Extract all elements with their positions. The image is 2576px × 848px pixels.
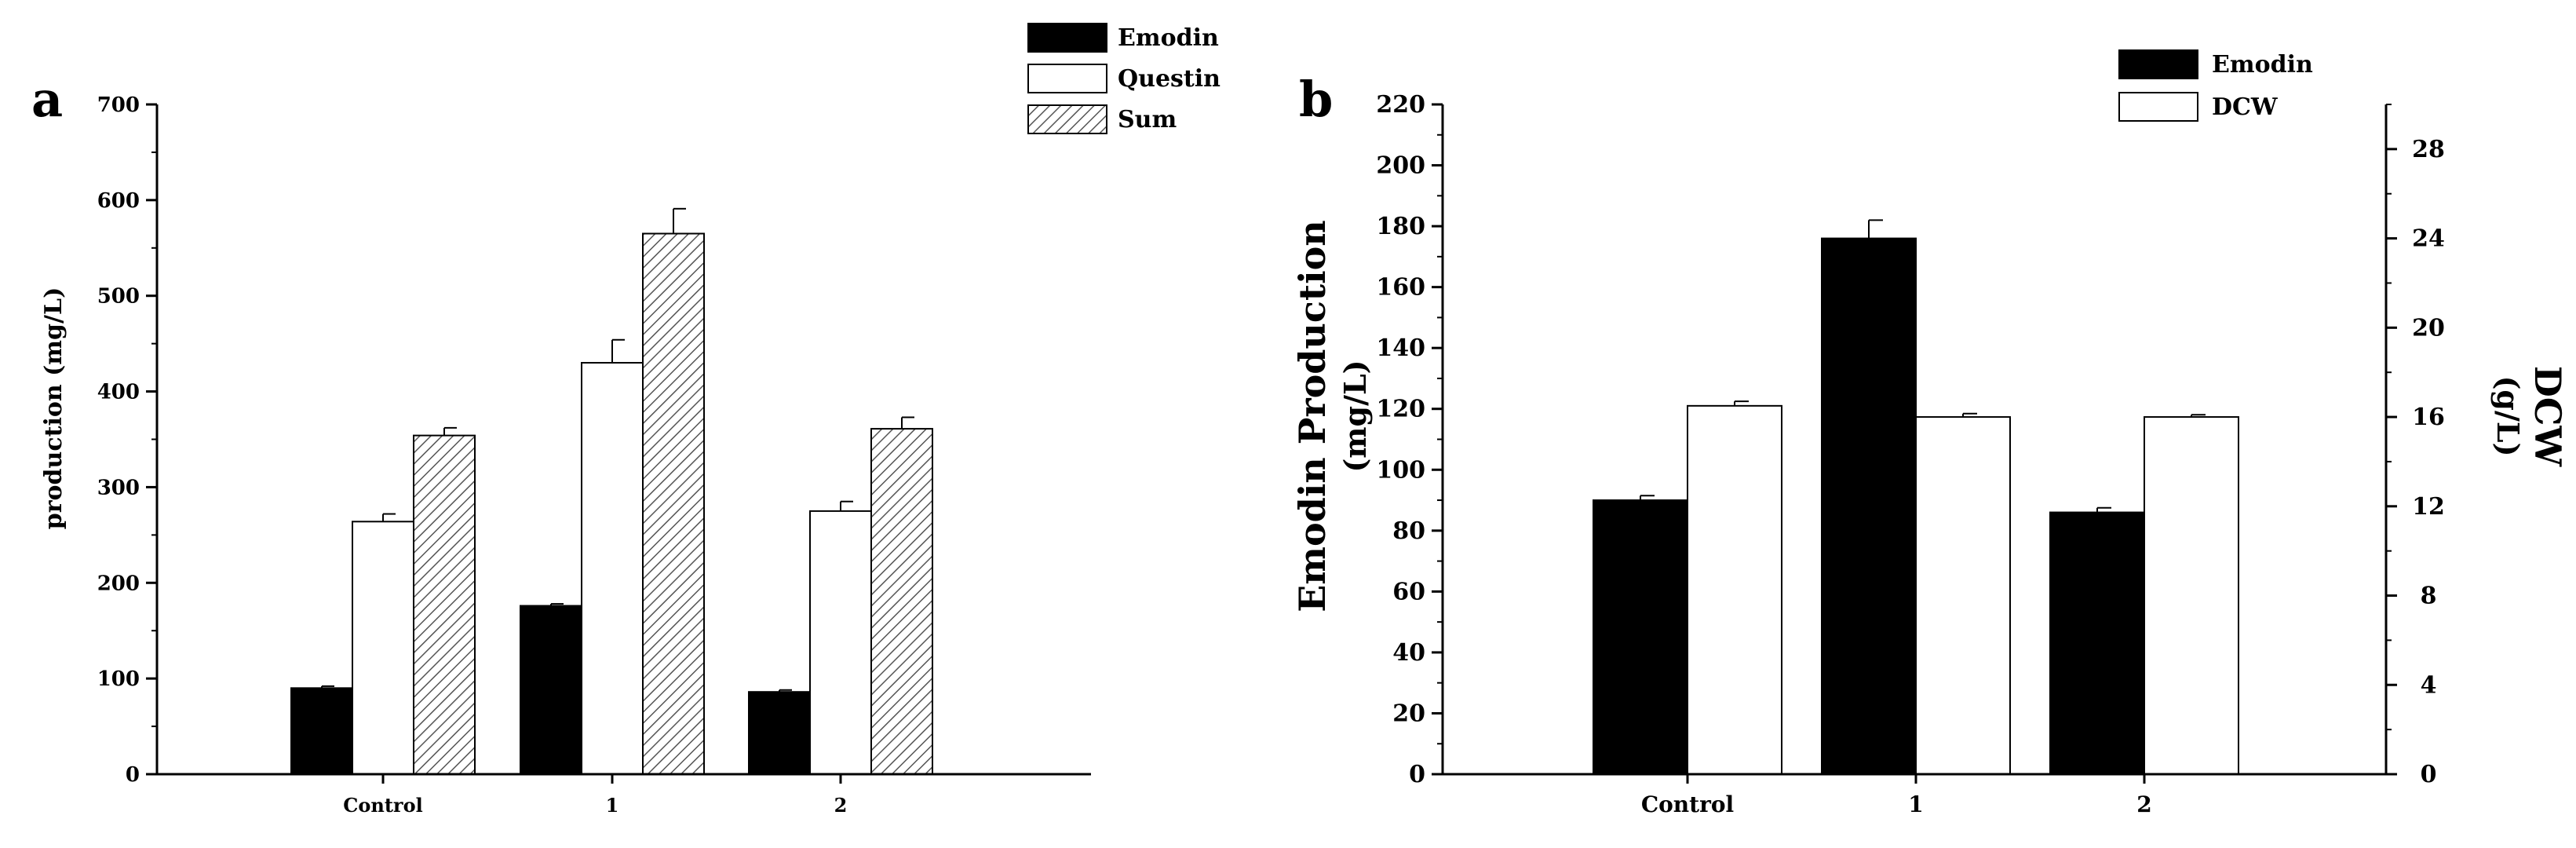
bar-a-questin-2 [809,510,872,776]
panel-b-y2-tick-label: 16 [2412,404,2445,431]
panel-b-y-tick-label: 220 [1376,91,1425,119]
panel-b-y-tick-label: 40 [1392,639,1425,667]
panel-b-y-tick-label: 0 [1409,761,1425,788]
panel-b-y2-tick-label: 4 [2421,671,2437,699]
panel-b-y-tick-label: 200 [1376,152,1425,180]
panel-b-y2-axis-label-line1: DCW [2527,366,2569,468]
bar-a-questin-control [352,521,414,775]
bar-b-emodin-2 [2049,511,2145,776]
legend-label-sum: Sum [1118,106,1177,133]
panel-b-y-tick-label: 20 [1392,700,1425,727]
bar-b-dcw-2 [2144,416,2239,775]
panel-b-y-tick-label: 140 [1376,334,1425,362]
bar-a-emodin-2 [748,691,811,776]
panel-a-y-tick-label: 100 [97,667,140,691]
panel-a-letter: a [31,71,63,128]
legend-label-emodin: Emodin [1118,24,1219,52]
panel-b-y2-tick-label: 24 [2412,225,2445,253]
legend-swatch-emodin-b [2118,49,2198,79]
panel-a-legend: Emodin Questin Sum [1027,23,1220,134]
bar-a-emodin-1 [520,605,582,775]
bar-a-sum-1 [642,232,705,775]
bar-a-emodin-control [290,687,353,775]
legend-label-emodin-b: Emodin [2212,51,2313,79]
panel-b-x-tick-label: 1 [1908,791,1923,817]
panel-a-y-tick-label: 200 [97,572,140,595]
panel-b-y-axis-label-line2: (mg/L) [1337,360,1373,472]
bar-b-dcw-1 [1915,416,2011,775]
bar-b-emodin-1 [1821,237,1917,776]
panel-b-x-tick-label: 2 [2136,791,2151,817]
panel-b-y2-tick-label: 8 [2421,583,2437,610]
legend-swatch-questin [1027,64,1107,93]
legend-label-questin: Questin [1118,65,1220,93]
panel-b-y2-tick-label: 12 [2412,493,2445,521]
bar-b-emodin-control [1593,499,1688,776]
panel-b-y-tick-label: 100 [1376,456,1425,484]
legend-swatch-sum [1027,104,1107,134]
bar-a-questin-1 [581,362,644,775]
panel-a-y-tick-label: 700 [97,93,140,117]
panel-a-y-tick-label: 0 [126,763,140,787]
legend-label-dcw: DCW [2212,93,2279,121]
bar-b-dcw-control [1687,404,1782,775]
panel-b-x-tick-label: Control [1641,791,1734,817]
bar-a-sum-2 [870,428,933,775]
panel-b-y-tick-label: 80 [1392,517,1425,545]
chart-panel-b: b Emodin Production (mg/L) DCW (g/L) 020… [1291,49,2569,817]
panel-b-y-tick-label: 60 [1392,578,1425,605]
legend-swatch-emodin [1027,23,1107,53]
panel-a-y-tick-label: 300 [97,476,140,499]
panel-a-y-axis-label: production (mg/L) [40,287,68,530]
panel-b-legend: Emodin DCW [2118,49,2313,122]
panel-a-y-tick-label: 500 [97,285,140,309]
panel-b-y2-tick-label: 28 [2412,136,2445,163]
panel-a-y-tick-label: 400 [97,381,140,404]
panel-b-y2-tick-label: 0 [2421,761,2437,788]
panel-b-y2-tick-label: 20 [2412,314,2445,342]
panel-a-x-tick-label: Control [343,794,422,817]
panel-b-letter: b [1299,71,1333,128]
legend-swatch-dcw [2118,92,2198,122]
panel-b-y2-axis-label-line2: (g/L) [2490,375,2526,456]
bar-a-sum-control [413,434,476,776]
panel-b-y-axis-label-line1: Emodin Production [1291,220,1334,612]
panel-b-y-tick-label: 120 [1376,396,1425,423]
panel-a-y-tick-label: 600 [97,189,140,213]
panel-a-x-tick-label: 2 [834,794,848,817]
panel-b-y-tick-label: 160 [1376,274,1425,302]
panel-b-y-tick-label: 180 [1376,213,1425,240]
chart-panel-a: a production (mg/L) 0 100 200 300 400 500 600 7… [31,23,1220,817]
panel-a-x-tick-label: 1 [606,794,619,817]
